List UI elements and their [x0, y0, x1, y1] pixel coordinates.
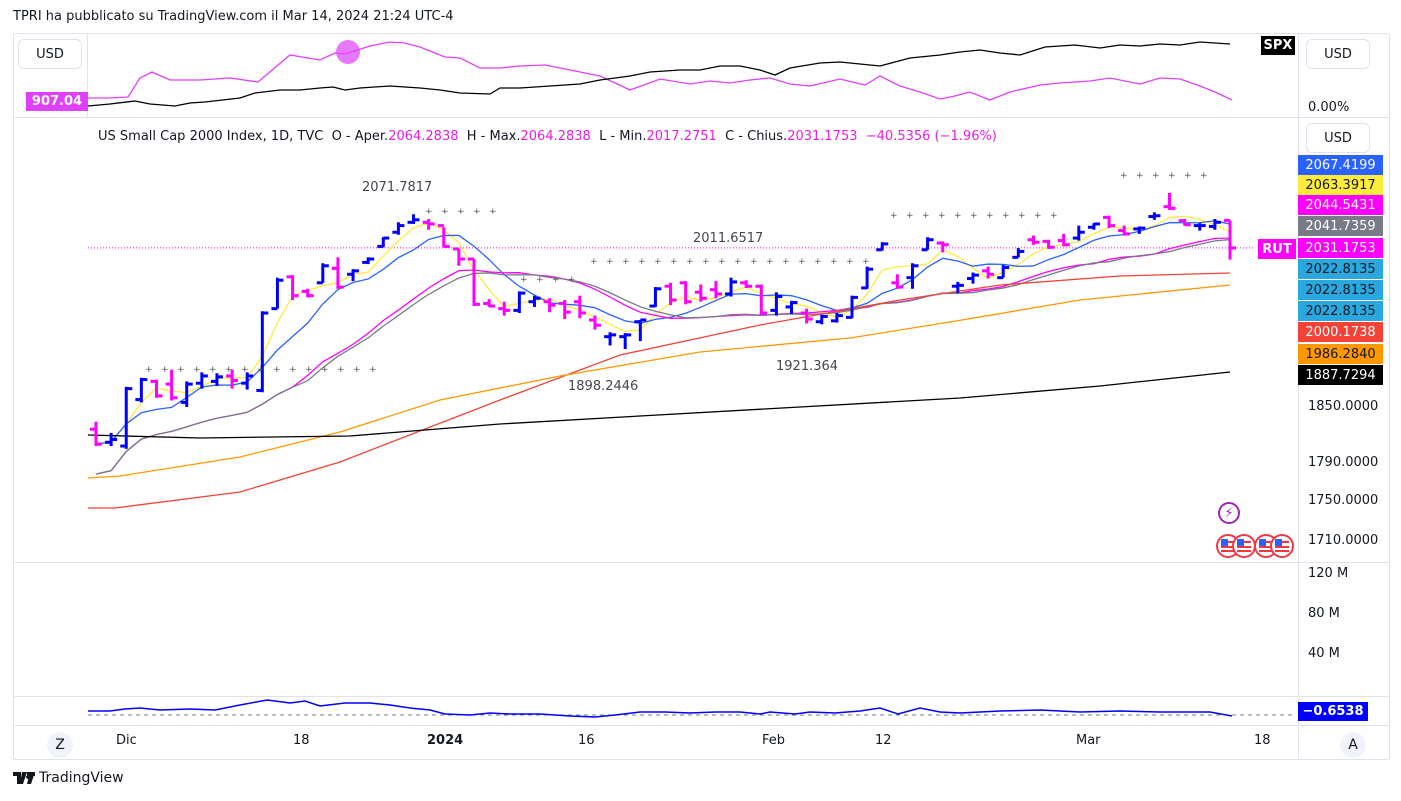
legend-name: US Small Cap 2000 Index, 1D, TVC — [98, 129, 324, 144]
volume-axis-tick: 80 M — [1308, 606, 1340, 621]
price-axis-tick: 1750.0000 — [1308, 493, 1379, 508]
lightning-event-icon[interactable]: ⚡ — [1218, 502, 1240, 524]
compare-percent-label: 0.00% — [1308, 100, 1350, 115]
pane-divider — [13, 696, 1389, 697]
indicator-value-tag: −0.6538 — [1298, 702, 1368, 721]
annotation-mid: 2011.6517 — [693, 231, 764, 246]
auto-scale-button[interactable]: A — [1340, 732, 1366, 758]
legend-low: 2017.2751 — [646, 129, 717, 144]
price-axis-tick: 1710.0000 — [1308, 533, 1379, 548]
legend-open-label: O - Aper. — [331, 129, 389, 144]
legend-close-label: C - Chius. — [725, 129, 788, 144]
footer-brand-text: TradingView — [39, 770, 124, 786]
spx-symbol-tag: SPX — [1261, 36, 1295, 55]
legend-low-label: L - Min. — [599, 129, 647, 144]
legend-high-label: H - Max. — [466, 129, 521, 144]
compare-currency-button[interactable]: USD — [1306, 39, 1370, 69]
time-label: Mar — [1076, 733, 1101, 748]
legend-change: −40.5356 (−1.96%) — [865, 129, 997, 144]
volume-axis-tick: 40 M — [1308, 646, 1340, 661]
price-tag: 2063.3917 — [1298, 175, 1383, 195]
legend-high: 2064.2838 — [520, 129, 591, 144]
tradingview-logo-icon — [13, 772, 35, 784]
time-label: 2024 — [427, 733, 464, 748]
annotation-low-feb: 1921.364 — [776, 359, 839, 374]
annotation-low-jan: 1898.2446 — [568, 379, 639, 394]
compare-axis-divider — [87, 33, 88, 117]
time-label: 12 — [875, 733, 892, 748]
rut-symbol-tag: RUT — [1258, 239, 1296, 259]
publish-line: TPRI ha pubblicato su TradingView.com il… — [13, 9, 454, 24]
time-label: 18 — [1254, 733, 1271, 748]
price-tag: 2067.4199 — [1298, 155, 1383, 175]
us-flag-event-icons[interactable] — [1216, 533, 1296, 565]
price-tag: 2022.8135 — [1298, 259, 1383, 279]
price-tag: 2044.5431 — [1298, 195, 1383, 215]
chart-frame — [13, 33, 1390, 760]
time-label: Feb — [762, 733, 786, 748]
legend-close: 2031.1753 — [787, 129, 858, 144]
zoom-reset-button[interactable]: Z — [47, 732, 73, 758]
legend-open: 2064.2838 — [388, 129, 459, 144]
annotation-high: 2071.7817 — [362, 180, 433, 195]
volume-axis-tick: 120 M — [1308, 566, 1349, 581]
left-currency-button[interactable]: USD — [18, 39, 82, 69]
pane-divider — [13, 562, 1389, 563]
pane-divider — [13, 725, 1389, 726]
time-label: 16 — [578, 733, 595, 748]
time-label: Dic — [116, 733, 137, 748]
price-tag: 1887.7294 — [1298, 365, 1383, 385]
price-tag: 2022.8135 — [1298, 280, 1383, 300]
symbol-legend: US Small Cap 2000 Index, 1D, TVC O - Ape… — [98, 129, 997, 144]
footer-brand: TradingView — [13, 770, 124, 786]
pane-divider — [13, 117, 1389, 118]
price-tag: 2031.1753 — [1298, 238, 1383, 258]
price-axis-tick: 1790.0000 — [1308, 455, 1379, 470]
price-axis-tick: 1850.0000 — [1308, 399, 1379, 414]
price-tag: 2022.8135 — [1298, 301, 1383, 321]
compare-value-tag: 907.04 — [26, 92, 88, 111]
price-tag: 1986.2840 — [1298, 344, 1383, 364]
main-currency-button[interactable]: USD — [1306, 123, 1370, 153]
us-flag-icon — [1216, 534, 1294, 558]
price-tag: 2041.7359 — [1298, 216, 1383, 236]
price-axis-divider — [1298, 33, 1299, 758]
time-label: 18 — [293, 733, 310, 748]
price-tag: 2000.1738 — [1298, 322, 1383, 342]
